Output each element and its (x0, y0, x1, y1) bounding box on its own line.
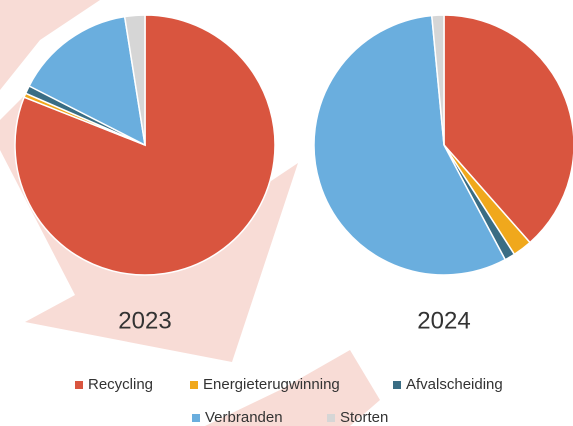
pie-slice (443, 14, 573, 244)
legend-swatch (190, 381, 198, 389)
legend-label: Recycling (88, 376, 153, 393)
background-arrow (0, 0, 100, 90)
legend-label: Verbranden (205, 409, 283, 426)
legend-label: Energieterugwinning (203, 376, 340, 393)
pie-title: 2024 (417, 307, 470, 334)
legend-swatch (192, 414, 200, 422)
legend-label: Afvalscheiding (406, 376, 503, 393)
pie-slice (28, 15, 146, 147)
legend-swatch (327, 414, 335, 422)
pie-slice (123, 14, 146, 146)
legend-label: Storten (340, 409, 388, 426)
pie-slice (430, 14, 445, 146)
background-arrow (205, 350, 380, 426)
legend-swatch (393, 381, 401, 389)
legend-swatch (75, 381, 83, 389)
pie-title: 2023 (118, 307, 171, 334)
pie-slice (313, 14, 507, 276)
